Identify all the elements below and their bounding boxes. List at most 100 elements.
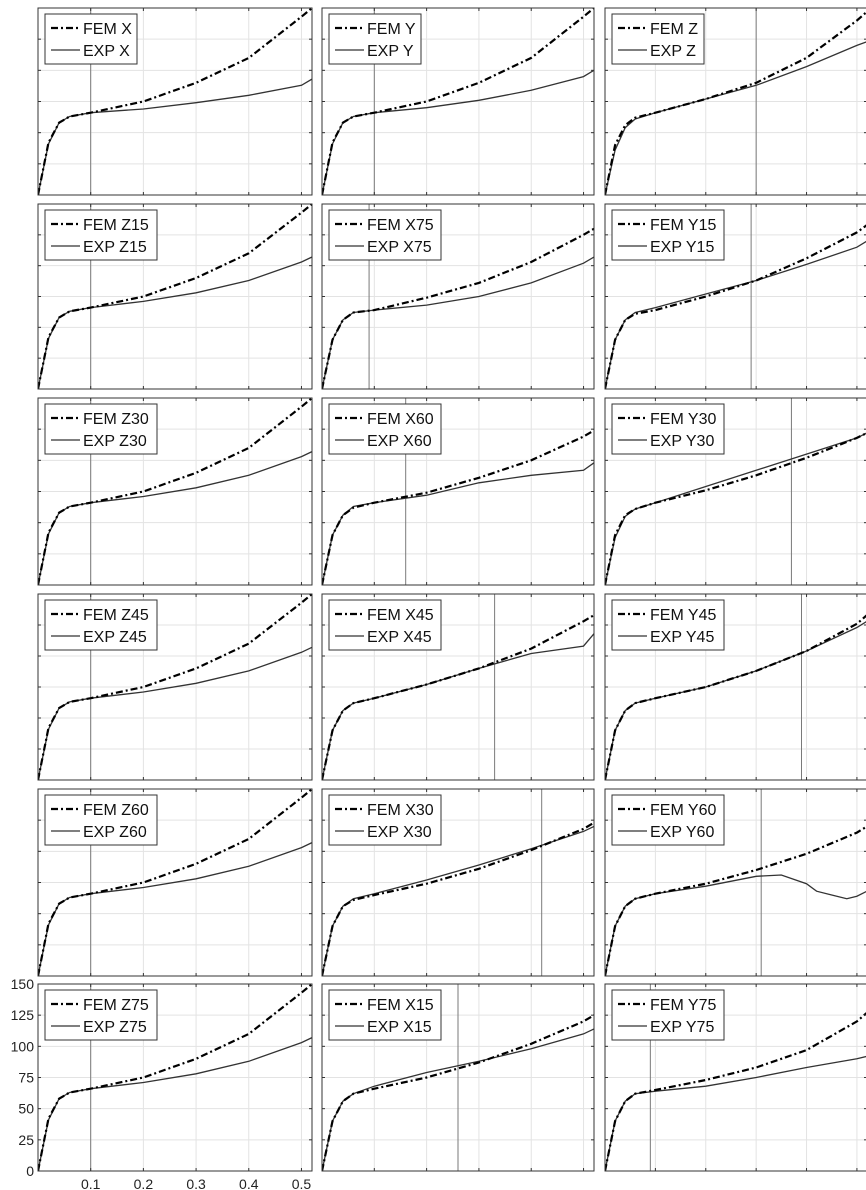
fem-series-line (605, 11, 866, 195)
fem-series-line (38, 204, 312, 389)
legend-exp-label: EXP Y (367, 43, 414, 60)
fem-series-line (605, 825, 866, 976)
legend: FEM Z45 EXP Z45 (44, 599, 158, 651)
axes-box (37, 203, 313, 390)
legend-fem-label: FEM Y60 (650, 802, 717, 819)
legend-fem-label: FEM Y75 (650, 997, 717, 1014)
subplot-12: FEM Y45 EXP Y45 (604, 593, 866, 781)
fem-series-line (322, 227, 594, 389)
legend-box (44, 989, 158, 1041)
legend-exp-label: EXP Z45 (83, 629, 147, 646)
legend-fem-label: FEM Z45 (83, 607, 149, 624)
subplot-9: FEM Y30 EXP Y30 (604, 397, 866, 586)
legend-exp-label: EXP Y60 (650, 824, 714, 841)
legend-box (328, 209, 442, 261)
subplot-5: FEM X75 EXP X75 (321, 203, 595, 390)
legend-exp-label: EXP Y75 (650, 1019, 714, 1036)
fem-series-line (38, 398, 312, 585)
x-tick-label: 0.3 (186, 1176, 206, 1190)
legend-box (44, 209, 158, 261)
legend: FEM Z EXP Z (611, 13, 705, 65)
legend-box (611, 209, 725, 261)
legend-fem-label: FEM Z (650, 21, 698, 38)
fem-series-line (605, 224, 866, 389)
legend: FEM Y EXP Y (328, 13, 422, 65)
legend: FEM Y30 EXP Y30 (611, 403, 725, 455)
y-tick-label: 100 (11, 1038, 35, 1054)
legend-box (611, 599, 725, 651)
legend-box (44, 13, 138, 65)
x-tick-label: 0.2 (134, 1176, 154, 1190)
legend-exp-label: EXP Z (650, 43, 696, 60)
fem-series-line (38, 789, 312, 976)
legend: FEM Y75 EXP Y75 (611, 989, 725, 1041)
fem-series-line (38, 984, 312, 1171)
legend-exp-label: EXP X (83, 43, 130, 60)
legend-exp-label: EXP Z60 (83, 824, 147, 841)
legend-box (44, 403, 158, 455)
legend-box (611, 794, 725, 846)
subplot-2: FEM Y EXP Y (321, 7, 595, 196)
subplot-1: FEM X EXP X (37, 7, 313, 196)
axes-box (604, 593, 866, 781)
axes-box (604, 983, 866, 1172)
x-tick-label: 0.1 (81, 1176, 101, 1190)
legend-box (44, 599, 158, 651)
axes-box (604, 7, 866, 196)
fem-series-line (322, 614, 594, 780)
legend-fem-label: FEM Z15 (83, 217, 149, 234)
fem-series-line (38, 8, 312, 195)
x-tick-label: 0.5 (292, 1176, 312, 1190)
fem-series-line (322, 821, 594, 976)
subplot-3: FEM Z EXP Z (604, 7, 866, 196)
y-tick-label: 75 (18, 1070, 34, 1086)
axes-box (37, 983, 313, 1172)
axes-box (321, 983, 595, 1172)
subplot-10: FEM Z45 EXP Z45 (37, 593, 313, 781)
subplot-17: FEM X15 EXP X15 (321, 983, 595, 1172)
legend: FEM X60 EXP X60 (328, 403, 442, 455)
legend-exp-label: EXP Y30 (650, 433, 714, 450)
legend-exp-label: EXP X60 (367, 433, 432, 450)
legend-fem-label: FEM X45 (367, 607, 434, 624)
legend-fem-label: FEM Z60 (83, 802, 149, 819)
legend-box (328, 403, 442, 455)
fem-series-line (322, 429, 594, 585)
subplot-13: FEM Z60 EXP Z60 (37, 788, 313, 977)
legend: FEM Y60 EXP Y60 (611, 794, 725, 846)
legend-fem-label: FEM Y45 (650, 607, 717, 624)
legend-exp-label: EXP X75 (367, 239, 432, 256)
legend-fem-label: FEM X75 (367, 217, 434, 234)
legend-exp-label: EXP Z30 (83, 433, 147, 450)
exp-series-line (605, 41, 866, 195)
legend: FEM Z60 EXP Z60 (44, 794, 158, 846)
legend-box (328, 794, 442, 846)
legend-exp-label: EXP Z15 (83, 239, 147, 256)
fem-series-line (605, 432, 866, 585)
legend-fem-label: FEM Y15 (650, 217, 717, 234)
legend-exp-label: EXP Y15 (650, 239, 714, 256)
fem-series-line (605, 614, 866, 780)
fem-series-line (322, 8, 594, 195)
legend-box (611, 989, 725, 1041)
legend-fem-label: FEM X30 (367, 802, 434, 819)
fem-series-line (605, 1012, 866, 1171)
axes-box (604, 203, 866, 390)
subplot-8: FEM X60 EXP X60 (321, 397, 595, 586)
legend: FEM X EXP X (44, 13, 138, 65)
legend-fem-label: FEM X60 (367, 411, 434, 428)
legend-box (611, 403, 725, 455)
axes-box (37, 397, 313, 586)
legend-exp-label: EXP Y45 (650, 629, 714, 646)
legend: FEM Y15 EXP Y15 (611, 209, 725, 261)
legend-exp-label: EXP X30 (367, 824, 432, 841)
legend-box (328, 989, 442, 1041)
legend-fem-label: FEM Y30 (650, 411, 717, 428)
legend: FEM X45 EXP X45 (328, 599, 442, 651)
legend: FEM X75 EXP X75 (328, 209, 442, 261)
legend: FEM Y45 EXP Y45 (611, 599, 725, 651)
subplot-4: FEM Z15 EXP Z15 (37, 203, 313, 390)
x-tick-label: 0.4 (239, 1176, 259, 1190)
legend: FEM Z75 EXP Z75 (44, 989, 158, 1041)
